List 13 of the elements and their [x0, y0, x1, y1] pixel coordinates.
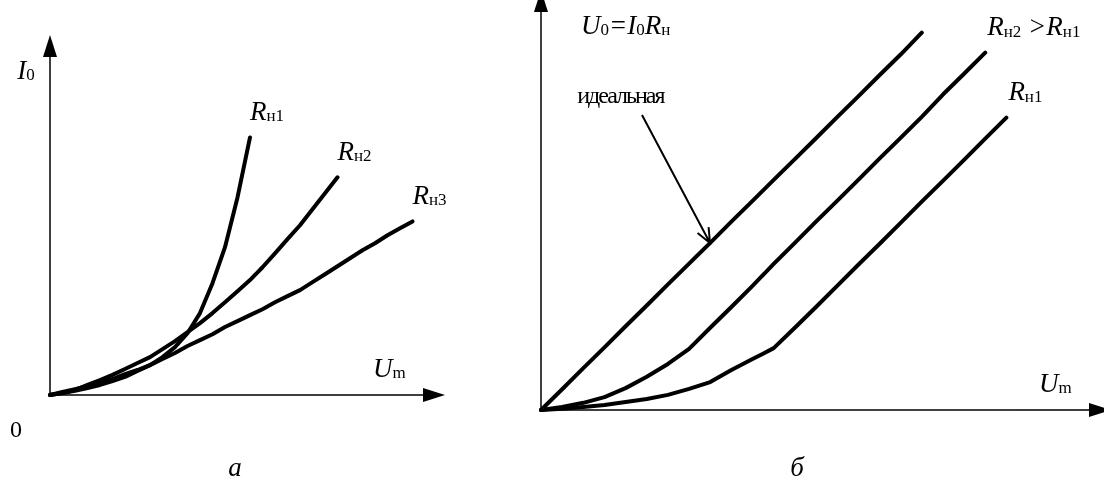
series-label: Rн1: [249, 95, 285, 126]
x-axis-title: Um: [373, 352, 406, 383]
annotation: идеальная: [577, 81, 664, 108]
text: б: [790, 451, 806, 482]
series-label: Rн2: [336, 135, 372, 166]
y-axis-title: I0: [16, 54, 35, 85]
text: 0: [10, 416, 22, 442]
x-axis-title: Um: [1039, 367, 1072, 398]
y-axis-title: U0=I0Rн: [581, 9, 671, 40]
series-label: Rн3: [411, 179, 447, 210]
series-label: Rн1: [1007, 76, 1043, 107]
series-label: Rн2 >Rн1: [986, 11, 1081, 42]
text: а: [228, 451, 242, 482]
